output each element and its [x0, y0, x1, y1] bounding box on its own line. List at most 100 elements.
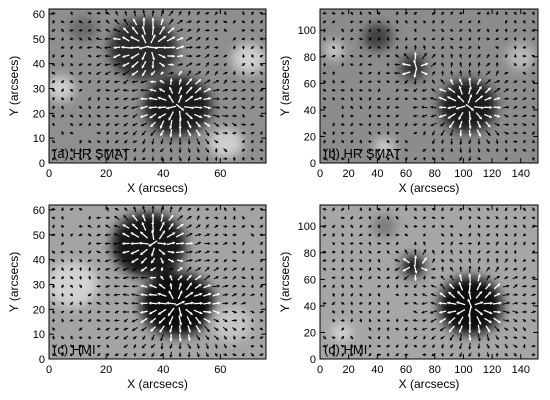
- panel-b-vector-arrowhead: [459, 150, 463, 153]
- panel-a-vector-arrowhead: [179, 86, 183, 90]
- panel-b-vector-arrowhead: [332, 132, 336, 135]
- panel-b-vector-arrowhead: [514, 106, 518, 109]
- panel-c-vector-arrowhead: [178, 282, 182, 286]
- panel-d-vector-arrowhead: [467, 314, 471, 317]
- panel-d-vector-arrowhead: [449, 225, 453, 229]
- panel-b-vector-arrowhead: [495, 37, 499, 41]
- panel-a-vector-arrowhead: [150, 124, 154, 127]
- panel-b-vector-arrowhead: [341, 131, 345, 135]
- panel-c-vector-arrowhead: [114, 301, 118, 306]
- panel-c-x-axis-title: X (arcsecs): [127, 377, 188, 391]
- panel-d-vector-arrowhead: [432, 216, 436, 220]
- panel-a-vector-arrowhead: [97, 148, 101, 152]
- panel-a-vector-arrowhead: [180, 37, 184, 41]
- panel-a-vector-arrowhead: [160, 71, 164, 75]
- panel-a-vector-arrowhead: [69, 12, 73, 15]
- panel-a-vector-arrowhead: [260, 45, 264, 49]
- panel-a-vector-arrowhead: [250, 88, 254, 92]
- panel-b-vector-arrowhead: [450, 62, 454, 65]
- panel-c-vector-arrowhead: [122, 241, 125, 246]
- panel-d-vector-arrowhead: [395, 327, 399, 331]
- panel-b-vector-arrowhead: [350, 63, 354, 67]
- panel-d-vector-arrowhead: [413, 208, 417, 211]
- panel-b-vector-arrowhead: [405, 123, 408, 127]
- panel-b-vector-arrowhead: [533, 114, 536, 118]
- panel-c-y-tick-label: 30: [33, 279, 45, 291]
- panel-a-vector-arrowhead: [224, 79, 227, 83]
- panel-d-vector-arrowhead: [513, 353, 517, 357]
- panel-a-vector-arrowhead: [206, 45, 210, 49]
- panel-d-vector-arrowhead: [477, 216, 481, 219]
- panel-c-vector-arrowhead: [160, 338, 164, 342]
- panel-a-vector-arrowhead: [78, 88, 82, 92]
- panel-a-vector-arrowhead: [259, 29, 263, 33]
- panel-b-vector-arrowhead: [350, 131, 354, 135]
- panel-c-vector-arrowhead: [78, 268, 83, 271]
- panel-b-vector-arrowhead: [441, 28, 445, 32]
- panel-a-vector-arrowhead: [131, 64, 135, 68]
- panel-b-vector-arrowhead: [468, 86, 472, 90]
- panel-b-vector-arrowhead: [322, 20, 326, 24]
- panel-d-vector-arrowhead: [505, 208, 508, 212]
- panel-a-vector-arrowhead: [166, 106, 169, 110]
- panel-d-vector-arrowhead: [332, 250, 336, 254]
- panel-b-vector-arrowhead: [532, 156, 536, 160]
- panel-a-vector-arrowhead: [151, 149, 155, 153]
- panel-d-vector-arrowhead: [524, 301, 527, 305]
- panel-d-vector-arrowhead: [359, 250, 363, 254]
- panel-c-vector-arrowhead: [105, 293, 109, 297]
- panel-d-vector-arrowhead: [368, 267, 372, 271]
- panel-d-vector-arrowhead: [340, 344, 344, 348]
- panel-a-vector-arrowhead: [60, 88, 64, 92]
- panel-b-vector-arrowhead: [488, 115, 492, 119]
- panel-a-vector-arrowhead: [151, 141, 155, 145]
- panel-a-vector-arrowhead: [242, 63, 246, 67]
- panel-b-vector-arrowhead: [477, 157, 481, 160]
- panel-d-vector-arrowhead: [368, 250, 372, 254]
- panel-b-vector-arrowhead: [386, 54, 389, 58]
- panel-d-vector-arrowhead: [438, 301, 442, 305]
- panel-d-vector-arrowhead: [478, 282, 482, 286]
- panel-c-vector-arrowhead: [207, 275, 210, 279]
- panel-b-vector-arrowhead: [487, 132, 491, 136]
- panel-a-vector-arrowhead: [206, 11, 210, 15]
- panel-b-vector-arrowhead: [423, 157, 427, 161]
- panel-a-vector-arrowhead: [69, 131, 73, 135]
- panel-c-vector-arrowhead: [140, 268, 144, 272]
- panel-a-vector-arrowhead: [124, 149, 128, 153]
- panel-a-vector-arrowhead: [215, 28, 219, 33]
- panel-d-vector-arrowhead: [413, 345, 417, 348]
- panel-b-vector-arrowhead: [514, 139, 518, 144]
- panel-b-vector-arrowhead: [477, 28, 481, 32]
- panel-d-vector-arrowhead: [377, 225, 381, 229]
- panel-b-vector-arrowhead: [441, 54, 445, 58]
- panel-b-vector-arrowhead: [478, 86, 482, 90]
- panel-b-vector-arrowhead: [422, 122, 426, 126]
- panel-b-vector-arrowhead: [489, 105, 493, 110]
- panel-b-vector-arrowhead: [340, 88, 344, 92]
- panel-a-vector-arrowhead: [123, 27, 127, 31]
- panel-a-vector-arrowhead: [88, 139, 92, 143]
- panel-a-vector-arrowhead: [170, 19, 174, 23]
- panel-a-vector-arrowhead: [196, 28, 200, 32]
- panel-d-vector-arrowhead: [496, 250, 500, 254]
- panel-c-vector-arrowhead: [207, 284, 211, 288]
- panel-b-vector-arrowhead: [505, 11, 508, 15]
- panel-c-vector-arrowhead: [223, 336, 227, 340]
- panel-a-vector-arrowhead: [225, 131, 228, 135]
- panel-a-label: (a) HR SMAT: [53, 146, 130, 161]
- panel-c-vector-arrowhead: [105, 267, 109, 271]
- panel-a-vector-arrowhead: [215, 54, 219, 58]
- panel-c-vector-arrowhead: [242, 216, 246, 220]
- panel-d-vector-arrowhead: [377, 284, 381, 288]
- panel-c-vector-arrowhead: [166, 301, 170, 305]
- panel-a-vector-arrowhead: [78, 149, 83, 153]
- panel-b-vector-arrowhead: [424, 72, 428, 75]
- panel-b-vector-arrowhead: [331, 80, 336, 84]
- panel-a-vector-arrowhead: [197, 133, 201, 137]
- panel-a-vector-arrowhead: [106, 97, 110, 101]
- panel-b-vector-arrowhead: [359, 37, 363, 41]
- panel-d-vector-arrowhead: [322, 207, 326, 211]
- panel-b-vector-arrowhead: [412, 105, 416, 109]
